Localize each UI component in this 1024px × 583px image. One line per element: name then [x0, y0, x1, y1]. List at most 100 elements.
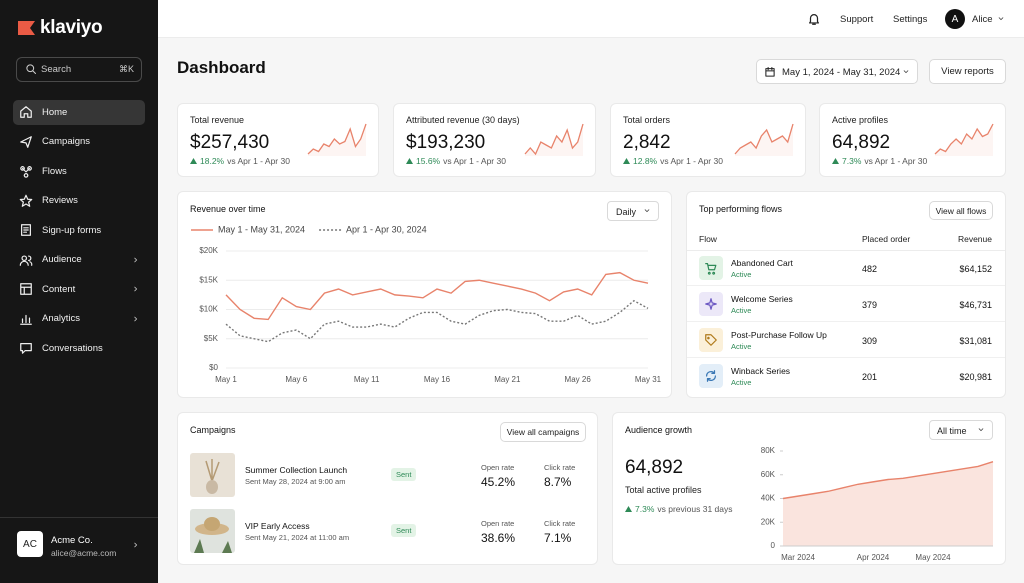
view-all-campaigns-button[interactable]: View all campaigns: [500, 422, 586, 442]
column-header: Revenue: [957, 234, 992, 244]
nav-item[interactable]: Home: [13, 99, 145, 125]
search-box[interactable]: Search ⌘K: [16, 57, 142, 82]
x-tick-label: May 6: [285, 375, 307, 384]
x-tick-label: May 1: [215, 375, 237, 384]
x-tick-label: Apr 2024: [857, 553, 890, 562]
audience-change: 7.3%: [635, 504, 655, 514]
dropdown-chevron: [644, 209, 650, 213]
nav-item[interactable]: Flows: [13, 159, 145, 184]
campaign-name: Summer Collection Launch: [245, 465, 348, 475]
search-shortcut: ⌘K: [118, 64, 134, 74]
timeframe-dropdown[interactable]: All time: [929, 420, 993, 440]
y-tick-label: 80K: [761, 446, 776, 455]
user-chevron: [998, 17, 1004, 21]
granularity-dropdown[interactable]: Daily: [607, 201, 659, 221]
nav-item[interactable]: Campaigns: [13, 129, 145, 154]
flow-icon-glyph: [705, 334, 717, 346]
flow-row[interactable]: Post-Purchase Follow Up Active 309 $31,081: [687, 322, 1005, 358]
submenu-chevron: [134, 316, 138, 321]
flow-placed-order: 309: [862, 336, 878, 346]
campaign-row[interactable]: VIP Early Access Sent May 21, 2024 at 11:…: [178, 509, 597, 555]
account-chevron: [134, 542, 138, 548]
nav-icon-shape: [20, 106, 32, 118]
kpi-change-row: 7.3% vs Apr 1 - Apr 30: [832, 156, 927, 166]
click-rate-value: 7.1%: [544, 531, 572, 545]
account[interactable]: AC Acme Co. alice@acme.com: [13, 526, 145, 564]
flow-placed-order: 379: [862, 300, 878, 310]
flow-name: Post-Purchase Follow Up: [731, 330, 827, 340]
card-title: Top performing flows: [699, 204, 783, 214]
kpi-value: 64,892: [832, 132, 891, 153]
nav-item[interactable]: Analytics: [13, 306, 145, 331]
y-tick-label: 0: [771, 541, 776, 550]
y-tick-label: 40K: [761, 494, 776, 503]
nav-icon-shape: [20, 135, 32, 148]
flow-row[interactable]: Abandoned Cart Active 482 $64,152: [687, 250, 1005, 286]
user-name[interactable]: Alice: [972, 14, 993, 25]
campaign-row[interactable]: Summer Collection Launch Sent May 28, 202…: [178, 453, 597, 499]
up-arrow-shape: [625, 506, 632, 512]
sparkline-area: [308, 124, 366, 156]
audience-total: 64,892: [625, 457, 684, 478]
up-arrow: [406, 158, 413, 164]
kpi-label: Total orders: [623, 115, 671, 125]
nav-item[interactable]: Conversations: [13, 336, 145, 361]
nav-item[interactable]: Reviews: [13, 188, 145, 213]
page-title: Dashboard: [177, 58, 266, 77]
kpi-compare: vs Apr 1 - Apr 30: [660, 156, 723, 166]
settings-link[interactable]: Settings: [893, 14, 928, 25]
nav-label: Home: [42, 106, 68, 118]
up-arrow-shape: [190, 158, 197, 164]
x-tick-label: May 2024: [915, 553, 951, 562]
date-range-picker[interactable]: May 1, 2024 - May 31, 2024: [756, 59, 918, 84]
nav-icon-shape: [19, 194, 33, 207]
nav-item[interactable]: Content: [13, 277, 145, 302]
nav-item[interactable]: Sign-up forms: [13, 218, 145, 243]
view-all-flows-button[interactable]: View all flows: [929, 201, 993, 220]
dropdown-chevron: [978, 428, 984, 432]
up-arrow-shape: [623, 158, 630, 164]
logo-text: klaviyo: [40, 17, 103, 38]
nav-icon: [20, 343, 32, 354]
flow-row[interactable]: Welcome Series Active 379 $46,731: [687, 286, 1005, 322]
nav-label: Sign-up forms: [42, 224, 102, 236]
sparkline: [934, 123, 994, 156]
dropdown-chevron-shape: [644, 209, 650, 213]
campaign-name: VIP Early Access: [245, 521, 310, 531]
nav-item[interactable]: Audience: [13, 247, 145, 272]
flow-row[interactable]: Winback Series Active 201 $20,981: [687, 358, 1005, 394]
up-arrow: [625, 506, 632, 512]
notification-bell[interactable]: [807, 12, 821, 26]
notification-bell-shape: [809, 14, 819, 25]
search-icon-shape: [26, 64, 37, 75]
kpi-compare: vs Apr 1 - Apr 30: [864, 156, 928, 166]
nav-icon-shape: [19, 254, 33, 266]
legend-label: Apr 1 - Apr 30, 2024: [346, 224, 427, 234]
open-rate-label: Open rate: [481, 463, 515, 472]
topbar: Support Settings A Alice: [158, 0, 1024, 38]
flow-status: Active: [731, 378, 752, 387]
view-reports-button[interactable]: View reports: [929, 59, 1006, 84]
y-tick-label: $5K: [204, 334, 219, 343]
flow-revenue: $31,081: [959, 336, 992, 346]
date-chevron: [903, 70, 909, 74]
dropdown-text: All time: [937, 426, 967, 436]
y-tick-label: $0: [209, 363, 218, 372]
sparkline-line: [934, 123, 994, 155]
kpi-card: Total revenue $257,430 18.2% vs Apr 1 - Apr…: [177, 103, 379, 177]
calendar-icon-shape: [765, 66, 775, 77]
nav-icon: [20, 106, 32, 118]
y-tick-label: 20K: [761, 517, 776, 526]
sidebar: klaviyo Search ⌘K Home Campaigns Flows Reviews…: [0, 0, 158, 583]
submenu-chevron: [134, 257, 138, 262]
sparkline-line: [734, 123, 794, 155]
user-avatar[interactable]: A: [945, 9, 965, 29]
flow-icon: [699, 256, 723, 280]
y-tick-label: $20K: [199, 246, 218, 255]
support-link[interactable]: Support: [840, 14, 874, 25]
nav-icon: [20, 283, 32, 295]
click-rate-label: Click rate: [544, 463, 576, 472]
open-rate-value: 45.2%: [481, 475, 516, 489]
campaign-thumbnail: [190, 453, 235, 497]
sparkline: [307, 123, 367, 156]
